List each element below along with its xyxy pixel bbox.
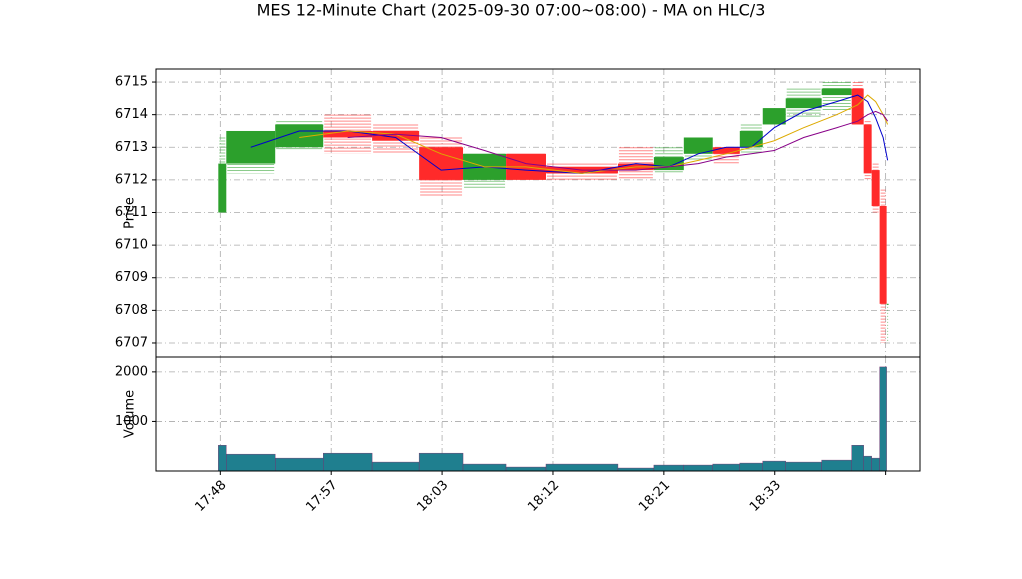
ma-line [250,94,889,174]
price-frame [155,68,921,358]
candle-body [226,130,276,164]
candle-body [886,303,889,305]
candle-body [218,163,227,213]
volume-bar [545,463,619,472]
volume-bar [462,463,507,472]
y-tick-label: 6709 [115,270,148,285]
candle-body [323,130,373,138]
volume-bar [863,455,872,472]
x-tick-label: 18:33 [747,478,784,515]
volume-bar [275,457,324,472]
volume-bar [762,460,786,472]
volume-bar [821,459,852,472]
volume-bar [418,452,464,472]
x-tick-label: 18:21 [636,478,673,515]
x-tick-label: 18:12 [525,478,562,515]
ma-line [347,110,889,171]
volume-bar [785,461,822,472]
x-tick-label: 17:57 [303,478,340,515]
volume-bar [226,453,276,472]
volume-axis-label: Volume [123,390,138,438]
ma-line [299,94,889,174]
y-axis-label: Price [123,197,138,229]
volume-bar [683,464,713,472]
candle-body [851,88,864,125]
y-tick-label: 6707 [115,335,148,350]
candle-body [275,124,324,148]
volume-bar [879,366,887,472]
y-tick-label: 6708 [115,303,148,318]
volume-bar [505,466,547,472]
candle-body [712,147,740,154]
volume-bar [712,463,741,472]
volume-frame [155,356,921,472]
x-tick-label: 17:48 [193,478,230,515]
candle-body [821,88,852,96]
candle-body [683,137,713,154]
volume-bar [739,462,763,472]
candle-body [739,130,763,148]
volume-bar [371,461,420,472]
candle-body [419,147,464,180]
x-tick-label: 18:03 [414,478,451,515]
y-tick-label: 6713 [115,140,148,155]
y-tick-label: 6715 [115,75,148,90]
volume-bar [653,464,685,472]
chart-title: MES 12-Minute Chart (2025-09-30 07:00~08… [257,1,766,20]
candle-body [762,108,786,125]
y-tick-label: 2000 [115,364,148,379]
volume-bar [871,457,880,472]
y-tick-label: 6710 [115,238,148,253]
candle-body [863,124,872,174]
y-tick-label: 6714 [115,107,148,122]
y-tick-label: 6711 [115,205,148,220]
volume-bar [851,445,864,472]
volume-bar [323,452,373,472]
candle-body [785,98,822,109]
y-tick-label: 1000 [115,414,148,429]
y-tick-label: 6712 [115,172,148,187]
candle-body [372,130,420,141]
volume-bar [218,445,227,472]
candle-body [879,205,887,304]
candle-body [871,170,880,206]
